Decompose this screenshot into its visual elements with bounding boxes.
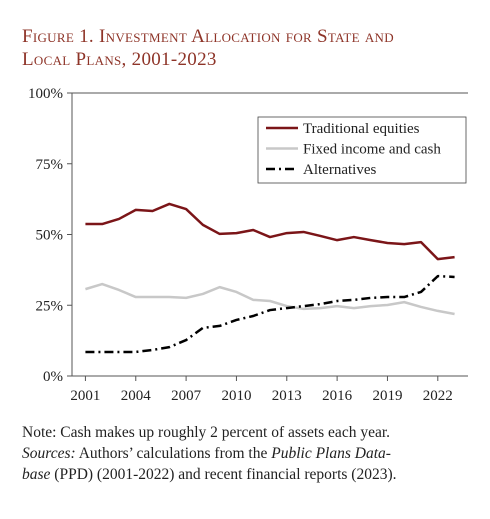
series-line bbox=[85, 282, 455, 316]
x-tick-label: 2022 bbox=[423, 388, 453, 404]
series-line bbox=[85, 274, 455, 354]
legend: Traditional equities Fixed income and cas… bbox=[257, 116, 467, 184]
x-tick-label: 2010 bbox=[221, 388, 251, 404]
footnote-text: (PPD) (2001-2022) and recent financial r… bbox=[50, 466, 396, 483]
y-tick-label: 75% bbox=[36, 157, 64, 173]
x-tick-label: 2004 bbox=[121, 388, 152, 404]
y-tick-label: 50% bbox=[36, 228, 64, 244]
footnote-text: Sources: bbox=[22, 445, 76, 462]
footnote-text: base bbox=[22, 466, 51, 483]
x-tick-label: 2016 bbox=[322, 388, 353, 404]
legend-label: Alternatives bbox=[303, 162, 376, 178]
footnote: base (PPD) (2001-2022) and recent financ… bbox=[22, 466, 397, 483]
y-tick-label: 0% bbox=[43, 369, 63, 385]
footnote-text: Authors’ calculations from the bbox=[76, 445, 272, 462]
chart-title: Local Plans, 2001-2023 bbox=[22, 49, 217, 70]
x-tick-label: 2001 bbox=[70, 388, 100, 404]
legend-label: Traditional equities bbox=[303, 121, 420, 137]
y-tick-label: 100% bbox=[28, 86, 63, 102]
y-tick-label: 25% bbox=[36, 298, 64, 314]
footnote-text: Public Plans Data- bbox=[270, 445, 391, 462]
x-tick-label: 2013 bbox=[272, 388, 302, 404]
footnote-text: Note: Cash makes up roughly 2 percent of… bbox=[22, 424, 390, 441]
legend-label: Fixed income and cash bbox=[303, 142, 441, 158]
series-line bbox=[85, 202, 455, 261]
x-tick-label: 2019 bbox=[372, 388, 402, 404]
footnote: Note: Cash makes up roughly 2 percent of… bbox=[22, 424, 390, 441]
chart-title: Figure 1. Investment Allocation for Stat… bbox=[22, 26, 394, 47]
x-tick-label: 2007 bbox=[171, 388, 202, 404]
footnote: Sources: Authors’ calculations from the … bbox=[22, 445, 391, 462]
